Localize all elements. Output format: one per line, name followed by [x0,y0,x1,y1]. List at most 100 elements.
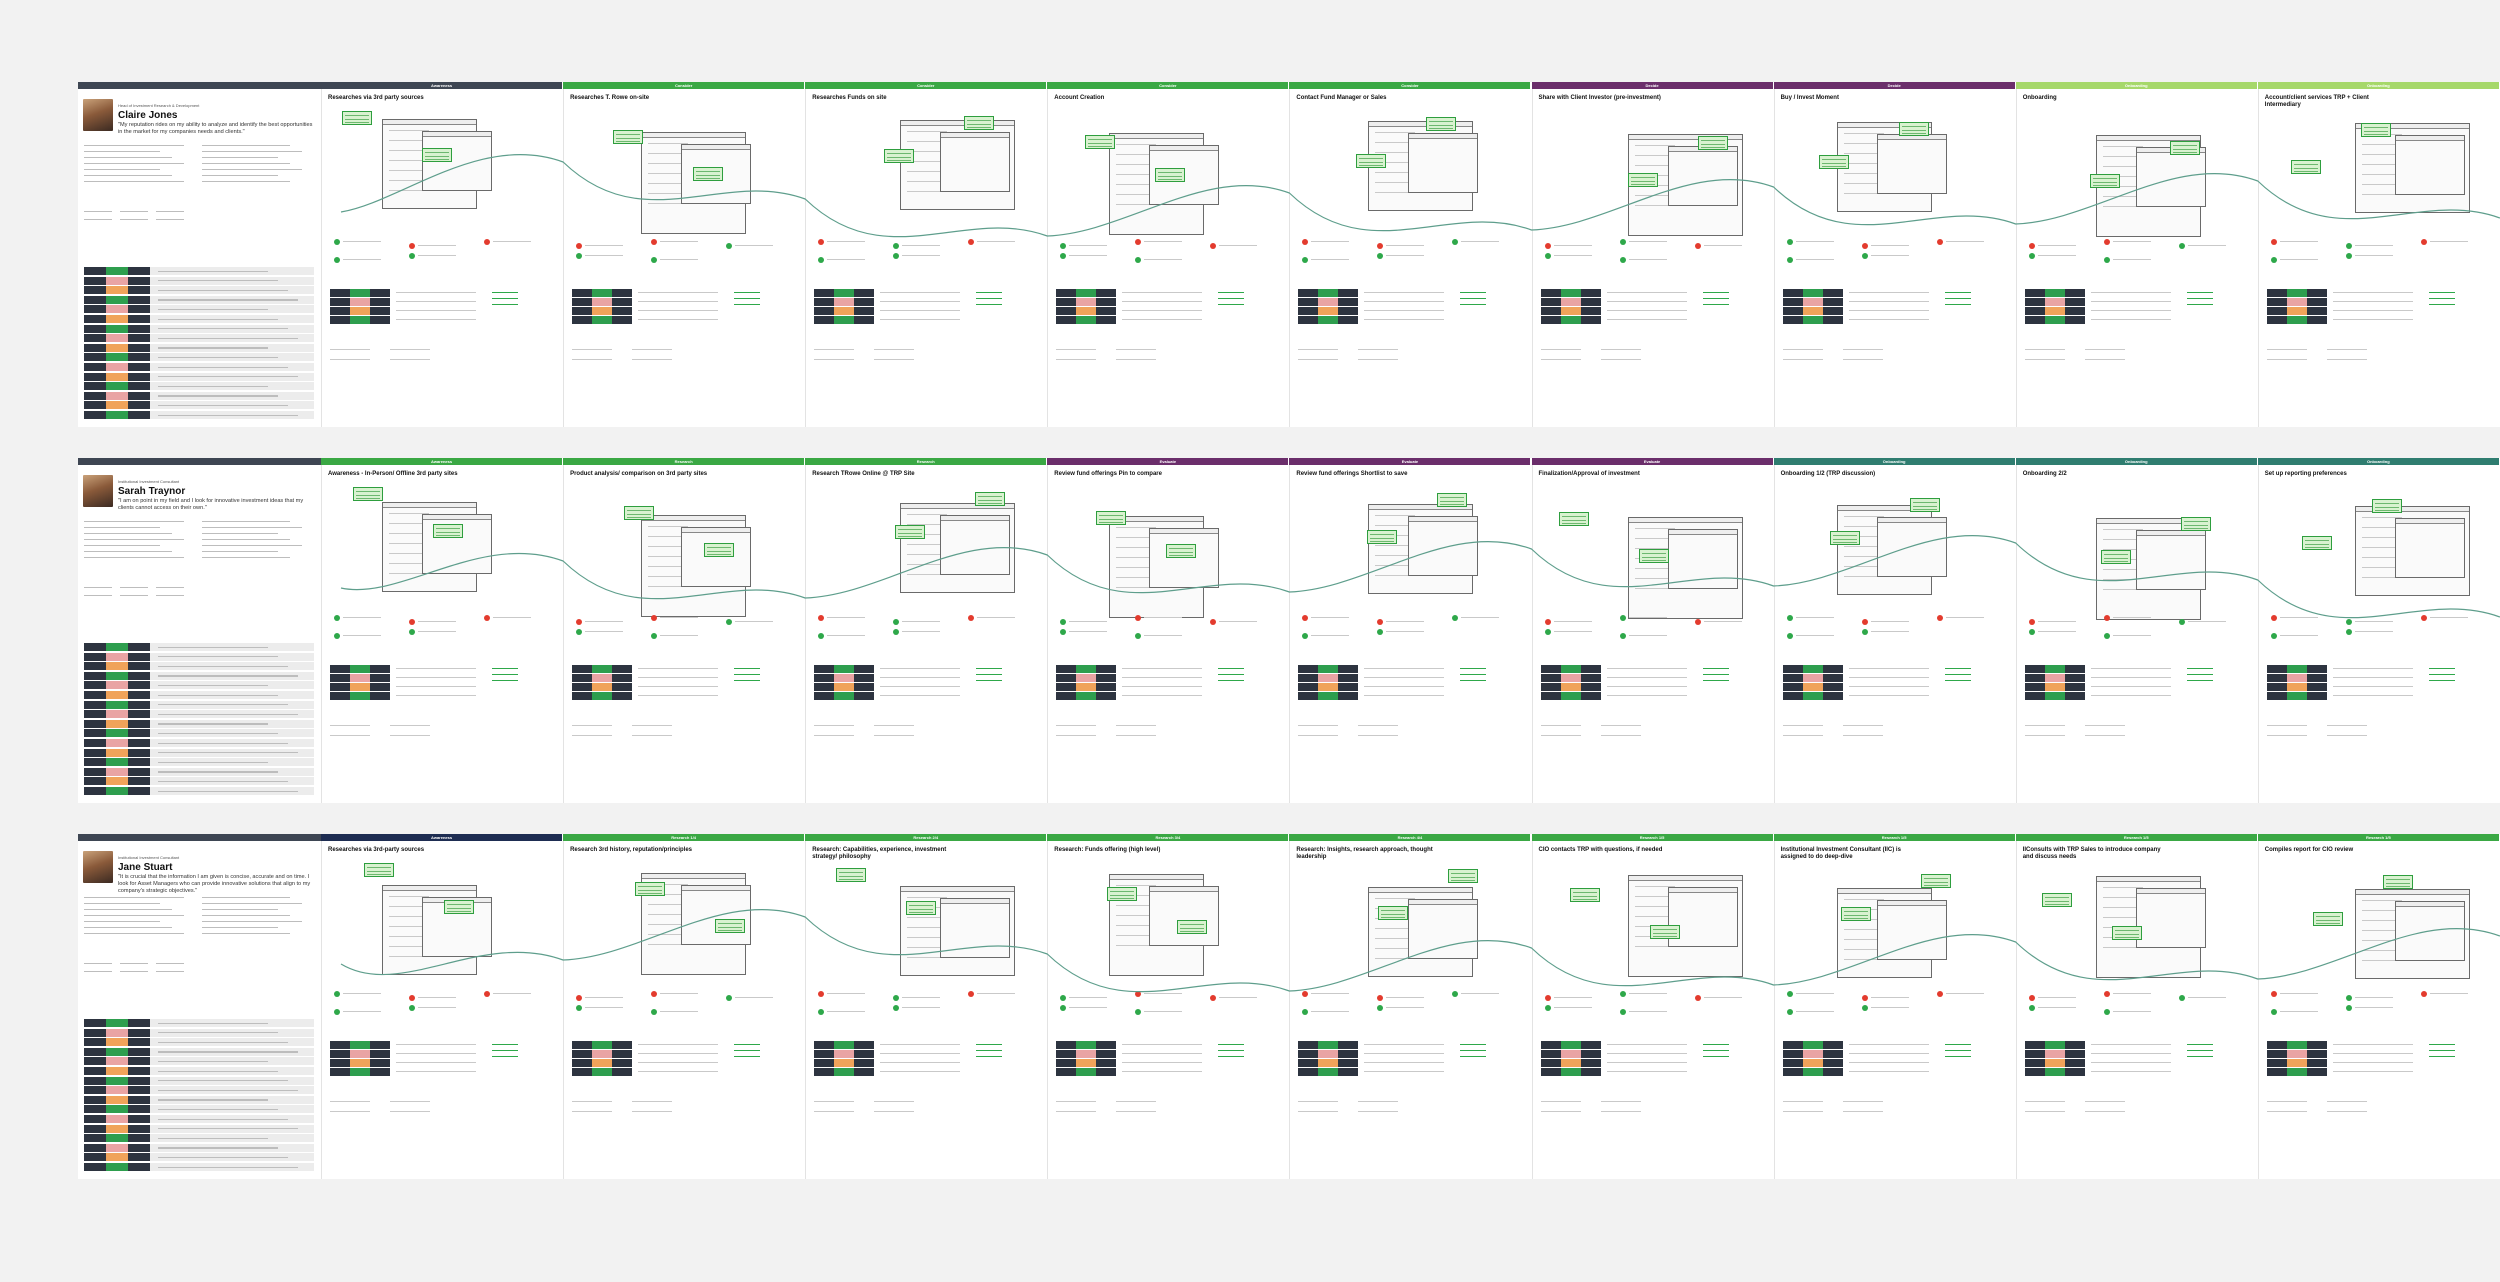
wireframe-toolbar [901,504,1015,509]
sticky-note-line [2103,561,2128,562]
marker-text [827,635,866,637]
marker-text [2037,621,2076,623]
positive-marker [2270,257,2277,263]
marker-text [418,255,456,257]
persona-row-cell [128,343,150,352]
table-cell [1338,674,1359,682]
positive-marker [2345,629,2352,635]
marker-text [2279,617,2318,619]
persona-panel: Head of Investment Research & Developmen… [78,89,321,427]
pain-point-marker [1694,995,1701,1001]
persona-quote: "I am on point in my field and I look fo… [118,498,304,511]
persona-row-cell [84,1115,106,1123]
persona-row-text [158,1080,288,1082]
wireframe-sketch-secondary [1408,133,1479,193]
footer-text [330,725,370,727]
sticky-note-line [1641,560,1666,561]
wireframe-line [389,896,429,898]
marker-text [1219,997,1258,999]
footer-text [1782,1111,1823,1113]
table-text [880,668,961,670]
table-cell [350,1068,370,1076]
table-cell [572,1041,593,1049]
table-cell [2286,1050,2307,1058]
table-cell [2024,298,2045,306]
sticky-note [1155,168,1186,182]
positive-marker [1060,1005,1067,1011]
sticky-note-line [2183,528,2208,529]
persona-text-line [84,151,160,153]
persona-header [78,834,321,841]
persona-row-cell [84,286,106,295]
stage-header: Evaluate [1047,458,1289,465]
footer-text [2024,359,2065,361]
table-text [2332,695,2413,697]
persona-row-cell [84,700,106,709]
table-cell [612,1059,633,1067]
persona-text-line [84,527,160,529]
table-text [880,1071,961,1073]
positive-marker [334,1009,340,1015]
footer-text [572,735,613,737]
wireframe-line [389,513,429,515]
table-cell [1338,1050,1359,1058]
table-cell [330,1041,350,1049]
persona-row-text [158,404,288,407]
sticky-note [1840,907,1871,921]
table-text [638,310,719,312]
table-cell [1298,1050,1319,1058]
table-cell [1338,683,1359,691]
persona-row-cell [84,739,106,747]
table-cell [1580,665,1601,673]
table-cell [2306,298,2327,306]
persona-row-cell [128,767,150,776]
table-cell [350,316,370,324]
marker-text [1311,1011,1350,1013]
persona-metric [120,219,148,221]
table-cell [1580,289,1601,297]
stage-title: Awareness - In-Person/ Offline 3rd party… [328,471,458,477]
table-cell [1056,665,1077,673]
marker-text [1795,617,1834,619]
sticky-note-line [638,893,663,894]
sticky-note-line [1088,139,1113,140]
positive-marker [334,257,340,263]
table-cell [1056,1041,1077,1049]
wireframe-toolbar [1110,134,1204,139]
sticky-note-line [447,907,471,909]
sticky-note [2111,926,2142,940]
table-text [1848,1062,1929,1064]
persona-row-cell [106,343,128,352]
table-cell [1338,1041,1359,1049]
positive-marker [2028,629,2035,635]
table-cell [1822,1041,1843,1049]
table-cell [1298,1041,1319,1049]
footer-text [330,349,370,351]
table-cell [1802,674,1823,682]
table-cell [1802,289,1823,297]
marker-text [1628,993,1667,995]
sticky-note-line [1440,497,1465,498]
footer-text [2326,359,2367,361]
table-cell [592,307,613,315]
table-cell [2286,298,2307,306]
table-text [2332,1071,2413,1073]
stage-column: Account/client services TRP + Client Int… [2257,89,2500,427]
wireframe-toolbar [1837,889,1931,894]
table-cell [612,316,633,324]
persona-row-cell [84,1028,106,1037]
table-cell [854,289,875,297]
stage-header: Research [805,458,1047,465]
persona-row-text [158,790,298,792]
wireframe-line [1843,899,1884,901]
positive-marker [1377,629,1384,635]
pain-point-marker [2420,615,2427,621]
positive-marker [1060,253,1067,259]
sticky-note-line [356,494,380,496]
sticky-note [1627,173,1658,187]
wireframe-line [389,140,446,142]
table-cell [1056,307,1077,315]
persona-row-cell [106,681,128,690]
table-cell [1560,298,1581,306]
table-cell [1560,316,1581,324]
